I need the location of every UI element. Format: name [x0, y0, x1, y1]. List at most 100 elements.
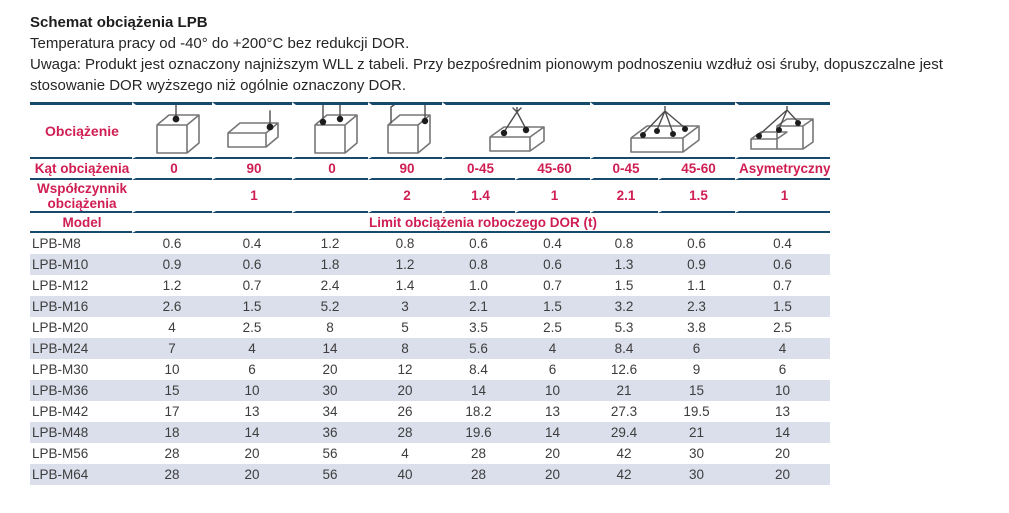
value-cell: 1.3 [614, 257, 634, 272]
value-cell: 14 [470, 383, 487, 398]
table-row: LPB-M64 28 20 56 40 28 20 42 30 20 [30, 464, 830, 485]
value-cell: 0.8 [614, 236, 634, 251]
value-cell: 13 [544, 404, 561, 419]
table-row: LPB-M16 2.6 1.5 5.2 3 2.1 1.5 3.2 2.3 1.5 [30, 296, 830, 317]
value-cell: 20 [774, 467, 791, 482]
value-cell: 1.1 [687, 278, 706, 293]
value-cell: 4 [548, 341, 557, 356]
model-cell: LPB-M30 [32, 362, 89, 377]
load-factor-row: Współczynnik obciążenia 1 2 1.4 1 2.1 1.… [30, 180, 830, 213]
factor-value: 2.1 [590, 180, 658, 213]
value-cell: 36 [322, 425, 338, 440]
value-cell: 0.9 [162, 257, 182, 272]
model-cell: LPB-M42 [32, 404, 89, 419]
angle-value: 90 [212, 159, 292, 180]
value-cell: 7 [168, 341, 176, 356]
angle-value: 45-60 [515, 159, 590, 180]
value-cell: 2.5 [543, 320, 562, 335]
value-cell: 20 [244, 467, 260, 482]
model-cell: LPB-M24 [32, 341, 89, 356]
value-cell: 12.6 [610, 362, 638, 377]
value-cell: 13 [774, 404, 791, 419]
value-cell: 15 [688, 383, 705, 398]
angle-value: 0 [292, 159, 368, 180]
value-cell: 10 [544, 383, 561, 398]
value-cell: 10 [244, 383, 260, 398]
angle-value: 45-60 [658, 159, 735, 180]
value-cell: 0.9 [687, 257, 706, 272]
value-cell: 3 [401, 299, 409, 314]
document-header: Schemat obciążenia LPB Temperatura pracy… [0, 0, 992, 96]
value-cell: 3.2 [614, 299, 634, 314]
value-cell: 3.8 [687, 320, 706, 335]
value-cell: 4 [248, 341, 256, 356]
model-cell: LPB-M10 [32, 257, 89, 272]
table-row: LPB-M42 17 13 34 26 18.2 13 27.3 19.5 13 [30, 401, 830, 422]
table-row: LPB-M8 0.6 0.4 1.2 0.8 0.6 0.4 0.8 0.6 0.4 [30, 233, 830, 254]
page-title: Schemat obciążenia LPB [30, 14, 208, 31]
angle-value: 0 [132, 159, 212, 180]
value-cell: 34 [322, 404, 338, 419]
value-cell: 0.6 [543, 257, 562, 272]
model-cell: LPB-M64 [32, 467, 89, 482]
warning-note: Uwaga: Produkt jest oznaczony najniższym… [30, 56, 943, 94]
value-cell: 1.0 [469, 278, 488, 293]
value-cell: 1.8 [320, 257, 340, 272]
value-cell: 13 [244, 404, 260, 419]
box-end-eyebolt-icon [212, 102, 292, 159]
value-cell: 17 [164, 404, 180, 419]
value-cell: 20 [244, 446, 260, 461]
value-cell: 18 [164, 425, 180, 440]
value-cell: 1.2 [162, 278, 182, 293]
value-cell: 18.2 [465, 404, 492, 419]
value-cell: 0.4 [773, 236, 792, 251]
value-cell: 6 [692, 341, 701, 356]
table-row: LPB-M12 1.2 0.7 2.4 1.4 1.0 0.7 1.5 1.1 0.7 [30, 275, 830, 296]
table-body: LPB-M8 0.6 0.4 1.2 0.8 0.6 0.4 0.8 0.6 0.4 LPB-M10… [30, 233, 830, 485]
value-cell: 8.4 [614, 341, 634, 356]
model-cell: LPB-M56 [32, 446, 89, 461]
value-cell: 19.6 [465, 425, 492, 440]
two-leg-sling-icon [442, 102, 590, 159]
value-cell: 30 [688, 467, 705, 482]
model-cell: LPB-M36 [32, 383, 89, 398]
value-cell: 28 [470, 446, 487, 461]
cube-side-eyebolts-icon [368, 102, 442, 159]
factor-value: 1 [212, 180, 292, 213]
angle-value: Asymetryczny [735, 159, 831, 180]
factor-value: 1 [735, 180, 830, 213]
value-cell: 1.5 [543, 299, 562, 314]
value-cell: 6 [248, 362, 256, 377]
factor-value: 1.4 [442, 180, 515, 213]
value-cell: 14 [774, 425, 791, 440]
load-icons-row: Obciążenie [30, 102, 830, 159]
value-cell: 30 [322, 383, 338, 398]
value-cell: 0.4 [242, 236, 262, 251]
angle-value: 0-45 [590, 159, 658, 180]
model-cell: LPB-M8 [32, 236, 81, 251]
load-capacity-table: Obciążenie [30, 102, 831, 485]
value-cell: 19.5 [683, 404, 710, 419]
value-cell: 3.5 [469, 320, 488, 335]
factor-label: Współczynnik obciążenia [30, 180, 132, 213]
table-row: LPB-M36 15 10 30 20 14 10 21 15 10 [30, 380, 830, 401]
value-cell: 2.4 [320, 278, 340, 293]
table-row: LPB-M30 10 6 20 12 8.4 6 12.6 9 6 [30, 359, 830, 380]
value-cell: 5 [401, 320, 409, 335]
value-cell: 5.2 [320, 299, 340, 314]
value-cell: 6 [548, 362, 557, 377]
model-label: Model [30, 213, 132, 233]
value-cell: 0.4 [543, 236, 562, 251]
value-cell: 2.5 [773, 320, 792, 335]
value-cell: 14 [544, 425, 561, 440]
value-cell: 10 [164, 362, 180, 377]
value-cell: 21 [688, 425, 705, 440]
value-cell: 2.3 [687, 299, 706, 314]
value-cell: 5.6 [469, 341, 488, 356]
value-cell: 2.6 [162, 299, 182, 314]
value-cell: 20 [322, 362, 338, 377]
load-angle-row: Kąt obciążenia 0 90 0 90 0-45 45-60 0-45… [30, 159, 831, 180]
value-cell: 14 [244, 425, 260, 440]
value-cell: 1.2 [395, 257, 415, 272]
